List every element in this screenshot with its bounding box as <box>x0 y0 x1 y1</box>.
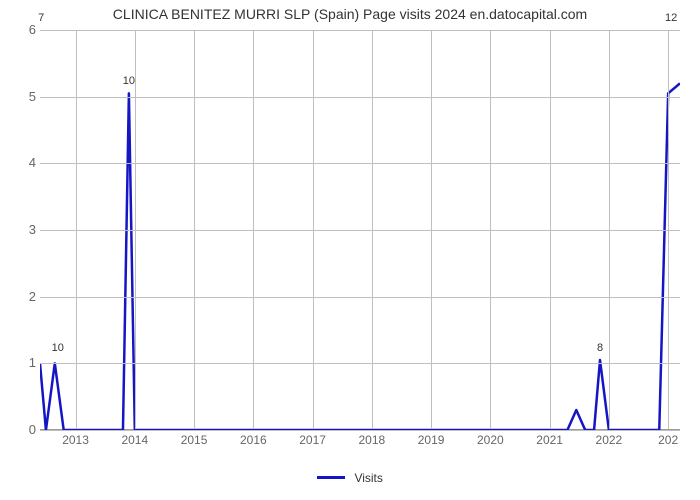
grid-line-vertical <box>76 30 77 429</box>
y-tick-label: 4 <box>18 156 36 169</box>
data-point-label: 8 <box>588 343 612 354</box>
x-tick-label: 2022 <box>589 434 629 446</box>
legend-swatch <box>317 476 345 479</box>
y-tick-label: 0 <box>18 423 36 436</box>
data-point-label: 12 <box>659 13 683 24</box>
legend-label: Visits <box>354 471 382 485</box>
grid-line-horizontal <box>40 230 680 231</box>
grid-line-horizontal <box>40 163 680 164</box>
grid-line-vertical <box>313 30 314 429</box>
x-tick-label: 2020 <box>470 434 510 446</box>
x-tick-label: 2015 <box>174 434 214 446</box>
y-tick-label: 5 <box>18 90 36 103</box>
data-point-label: 10 <box>117 76 141 87</box>
grid-line-vertical <box>135 30 136 429</box>
data-point-label: 10 <box>46 343 70 354</box>
grid-line-horizontal <box>40 297 680 298</box>
x-tick-label: 2014 <box>115 434 155 446</box>
grid-line-vertical <box>253 30 254 429</box>
chart-title: CLINICA BENITEZ MURRI SLP (Spain) Page v… <box>0 6 700 22</box>
grid-line-horizontal <box>40 97 680 98</box>
chart-container: CLINICA BENITEZ MURRI SLP (Spain) Page v… <box>0 0 700 500</box>
grid-line-vertical <box>372 30 373 429</box>
y-tick-label: 1 <box>18 356 36 369</box>
grid-line-horizontal <box>40 30 680 31</box>
plot-area <box>40 30 680 430</box>
data-point-label: 7 <box>29 13 53 24</box>
grid-line-vertical <box>490 30 491 429</box>
y-tick-label: 3 <box>18 223 36 236</box>
y-tick-label: 6 <box>18 23 36 36</box>
x-tick-label: 2016 <box>233 434 273 446</box>
grid-line-horizontal <box>40 430 680 431</box>
x-tick-label: 2019 <box>411 434 451 446</box>
x-tick-label: 2017 <box>293 434 333 446</box>
grid-line-horizontal <box>40 363 680 364</box>
x-tick-label: 2013 <box>56 434 96 446</box>
chart-legend: Visits <box>0 470 700 485</box>
x-tick-label: 2021 <box>530 434 570 446</box>
grid-line-vertical <box>609 30 610 429</box>
grid-line-vertical <box>550 30 551 429</box>
x-tick-label: 202 <box>648 434 688 446</box>
y-tick-label: 2 <box>18 290 36 303</box>
x-tick-label: 2018 <box>352 434 392 446</box>
grid-line-vertical <box>194 30 195 429</box>
line-series-path <box>40 83 680 430</box>
grid-line-vertical <box>431 30 432 429</box>
grid-line-vertical <box>668 30 669 429</box>
